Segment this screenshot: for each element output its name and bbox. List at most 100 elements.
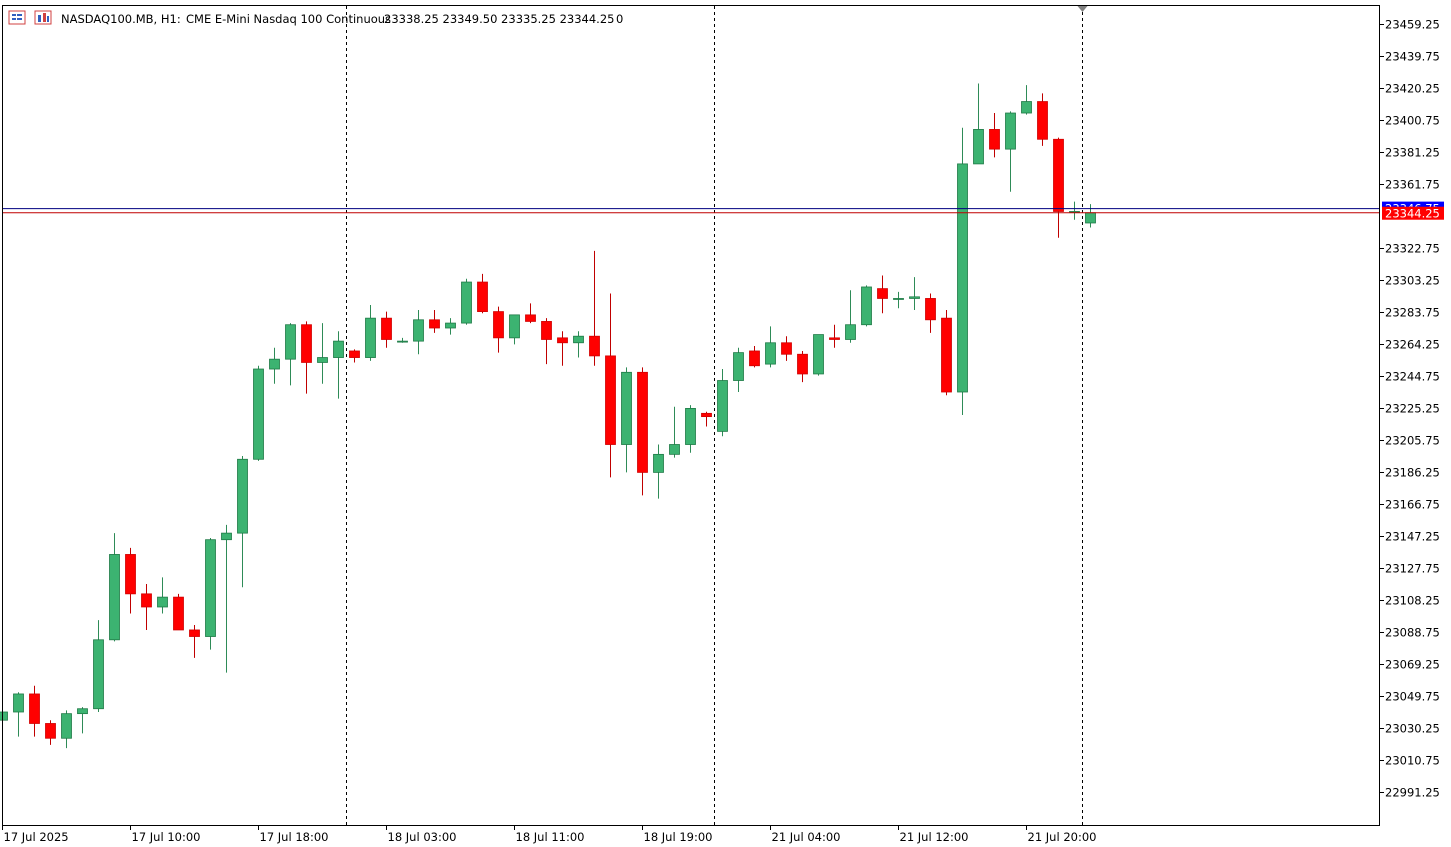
candle-body [925,298,936,321]
header-symbol: NASDAQ100.MB, H1: [61,12,181,26]
candle-bear [829,324,840,348]
candle-bear [989,113,1000,158]
candle-bull [253,365,264,461]
chart-type-icon[interactable] [34,10,52,25]
candle-body [877,288,888,299]
candle-bull [1021,85,1032,115]
candle-body [381,317,392,340]
candle-body [477,281,488,312]
candle-body [957,163,968,393]
candle-body [253,368,264,460]
candle-bull [365,305,376,361]
candle-body [445,322,456,329]
candle-bull [765,326,776,368]
candle-body [829,337,840,340]
header-ohlc: 23338.25 23349.50 23335.25 23344.25 [384,12,614,26]
candle-body [1085,212,1096,224]
candle-body [1005,112,1016,150]
candle-body [285,324,296,360]
candle-bull [845,290,856,343]
candle-bear [349,349,360,363]
candle-bear [797,350,808,383]
candle-body [0,711,8,721]
candle-body [365,317,376,358]
bid-tag-label: 23344.25 [1385,207,1440,221]
x-tick-label: 21 Jul 20:00 [1028,830,1097,844]
candle-bull [109,533,120,642]
candle-body [45,723,56,739]
y-tick-label: 23244.75 [1385,370,1440,384]
y-tick-label: 23186.25 [1385,466,1440,480]
candle-bull [653,444,664,499]
y-tick-label: 23049.75 [1385,690,1440,704]
day-separators [346,6,1088,825]
time-axis[interactable]: 17 Jul 2025 17 Jul 10:00 17 Jul 18:00 18 Ju… [2,825,1097,844]
candle-bull [717,369,728,437]
candle-body [429,319,440,329]
candle-body [237,458,248,534]
candle-bull [573,331,584,358]
candle-bear [941,309,952,396]
candle-bear [525,303,536,324]
x-tick-label: 17 Jul 10:00 [132,830,201,844]
candle-body [525,314,536,322]
candle-body [317,357,328,363]
shift-marker[interactable] [1077,6,1088,12]
candle-body [493,311,504,339]
candle-body [797,353,808,375]
header-volume: 0 [616,12,623,26]
candle-bull [397,337,408,343]
candle-body [1021,101,1032,114]
candle-body [333,340,344,358]
candle-body [109,554,120,641]
candle-bull [861,285,872,327]
candle-bear [877,275,888,314]
candle-bear [1053,137,1064,238]
candle-bull [237,456,248,588]
candle-bear [541,318,552,365]
y-tick-label: 23147.25 [1385,530,1440,544]
candle-bear [701,411,712,427]
y-tick-label: 23010.75 [1385,754,1440,768]
candle-bear [557,331,568,366]
candle-bull [157,577,168,614]
y-tick-label: 23361.75 [1385,178,1440,192]
candle-bear [45,720,56,745]
y-tick-label: 23283.75 [1385,306,1440,320]
price-tags: 23346.7523344.25 [1382,201,1444,221]
candle-bull [13,692,24,737]
candle-body [717,380,728,432]
candle-bear [301,321,312,394]
candle-bull [77,707,88,734]
candle-bull [93,620,104,712]
x-tick-label: 18 Jul 03:00 [388,830,457,844]
candle-bear [781,336,792,361]
y-tick-label: 23108.25 [1385,594,1440,608]
candle-body [461,281,472,324]
candle-bear [925,293,936,333]
candle-bull [285,323,296,386]
menu-icon[interactable] [8,10,26,25]
y-tick-label: 23166.75 [1385,498,1440,512]
candle-bear [493,306,504,353]
candle-bear [749,346,760,368]
price-lines [3,208,1380,214]
candle-body [941,317,952,393]
price-axis[interactable]: 23459.25 23439.75 23420.25 23400.75 23381.25… [1380,18,1440,800]
candle-body [845,324,856,340]
y-tick-label: 23127.75 [1385,562,1440,576]
candle-body [141,593,152,608]
x-tick-label: 18 Jul 19:00 [644,830,713,844]
y-tick-label: 23225.25 [1385,402,1440,416]
candle-body [509,314,520,339]
candle-body [189,629,200,637]
y-tick-label: 23420.25 [1385,82,1440,96]
candle-bull [333,331,344,399]
candle-bear [189,625,200,658]
candle-body [973,129,984,165]
candle-body [557,337,568,344]
y-tick-label: 23264.25 [1385,338,1440,352]
candle-body [349,350,360,358]
candle-bull [957,127,968,415]
